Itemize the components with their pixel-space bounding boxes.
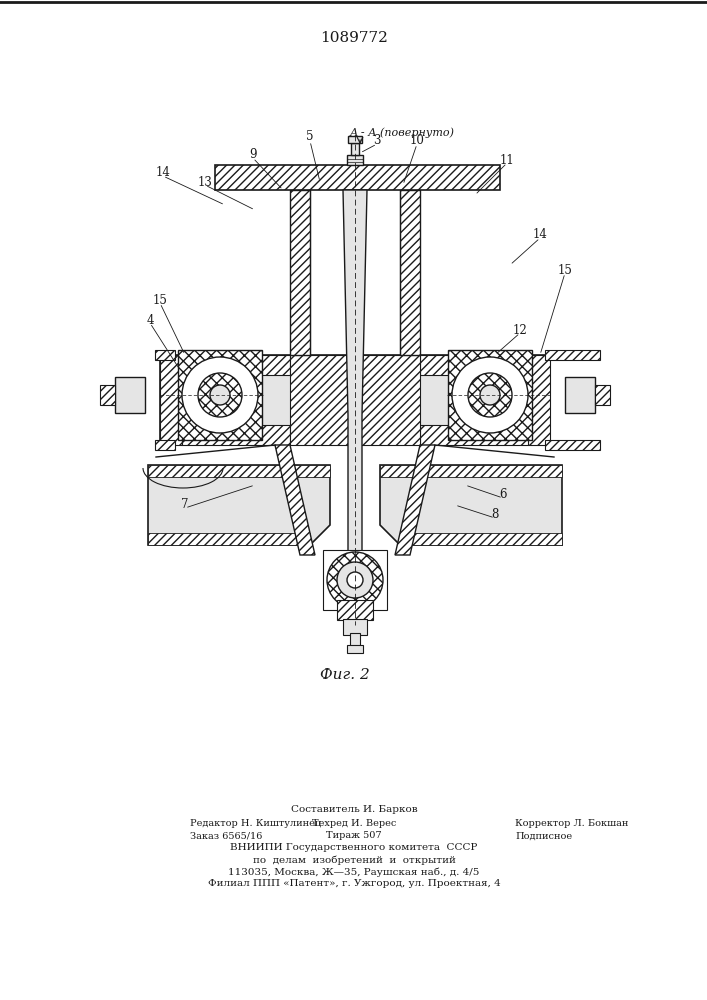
Bar (350, 633, 360, 647)
Text: Составитель И. Барков: Составитель И. Барков (291, 806, 417, 814)
Polygon shape (343, 190, 367, 555)
Polygon shape (275, 445, 315, 555)
Circle shape (480, 385, 500, 405)
Bar (290, 190, 310, 355)
Bar (100, 385, 115, 405)
Text: 11: 11 (500, 153, 515, 166)
Text: ВНИИПИ Государственного комитета  СССР: ВНИИПИ Государственного комитета СССР (230, 844, 478, 852)
Bar (155, 440, 175, 450)
Bar (182, 425, 290, 445)
Circle shape (210, 385, 230, 405)
Bar (347, 645, 363, 653)
Polygon shape (395, 445, 435, 555)
Bar (348, 136, 362, 143)
Bar (115, 377, 145, 413)
Text: по  делам  изобретений  и  открытий: по делам изобретений и открытий (252, 855, 455, 865)
Bar (160, 355, 550, 445)
Bar (182, 355, 290, 375)
Text: 5: 5 (306, 130, 314, 143)
Circle shape (452, 357, 528, 433)
Text: 14: 14 (532, 229, 547, 241)
Text: 1089772: 1089772 (320, 31, 388, 45)
Text: 6: 6 (499, 488, 507, 502)
Bar (290, 355, 420, 445)
Text: Подписное: Подписное (515, 832, 572, 840)
Text: 10: 10 (409, 133, 424, 146)
Circle shape (198, 373, 242, 417)
Circle shape (327, 552, 383, 608)
Text: 113035, Москва, Ж—35, Раушская наб., д. 4/5: 113035, Москва, Ж—35, Раушская наб., д. … (228, 867, 479, 877)
Text: Фиг. 2: Фиг. 2 (320, 668, 370, 682)
Bar (343, 619, 367, 635)
Text: 7: 7 (181, 498, 189, 512)
Bar (545, 350, 600, 360)
Bar (215, 165, 500, 190)
Bar (380, 465, 562, 477)
Text: 15: 15 (558, 263, 573, 276)
Polygon shape (148, 465, 330, 545)
Bar (448, 350, 532, 440)
Text: 15: 15 (153, 294, 168, 306)
Text: 3: 3 (373, 133, 381, 146)
Text: А - А (повернуто): А - А (повернуто) (350, 128, 455, 138)
Bar (595, 385, 610, 405)
Bar (400, 190, 420, 355)
Text: Филиал ППП «Патент», г. Ужгород, ул. Проектная, 4: Филиал ППП «Патент», г. Ужгород, ул. Про… (208, 880, 501, 888)
Text: Заказ 6565/16: Заказ 6565/16 (190, 832, 262, 840)
Bar (351, 143, 359, 155)
Text: 8: 8 (491, 508, 498, 522)
Text: 4: 4 (146, 314, 153, 326)
Bar (545, 440, 600, 450)
Bar (148, 465, 330, 477)
Bar (160, 355, 182, 445)
Text: 12: 12 (513, 324, 527, 336)
Polygon shape (380, 465, 562, 545)
Text: Тираж 507: Тираж 507 (326, 832, 382, 840)
Bar (528, 355, 550, 445)
Text: 13: 13 (197, 176, 212, 190)
Bar (420, 355, 528, 375)
Bar (347, 155, 363, 165)
Circle shape (468, 373, 512, 417)
Bar (323, 550, 387, 610)
Text: Техред И. Верес: Техред И. Верес (312, 820, 396, 828)
Text: Редактор Н. Киштулинец: Редактор Н. Киштулинец (190, 820, 321, 828)
Circle shape (182, 357, 258, 433)
Circle shape (337, 562, 373, 598)
Bar (420, 425, 528, 445)
Bar (148, 533, 310, 545)
Text: Корректор Л. Бокшан: Корректор Л. Бокшан (515, 820, 629, 828)
Bar (565, 377, 595, 413)
Bar (178, 350, 262, 440)
Circle shape (347, 572, 363, 588)
Bar (337, 600, 373, 620)
Bar (400, 533, 562, 545)
Text: 14: 14 (156, 166, 170, 180)
Bar (155, 350, 175, 360)
Text: 9: 9 (250, 148, 257, 161)
